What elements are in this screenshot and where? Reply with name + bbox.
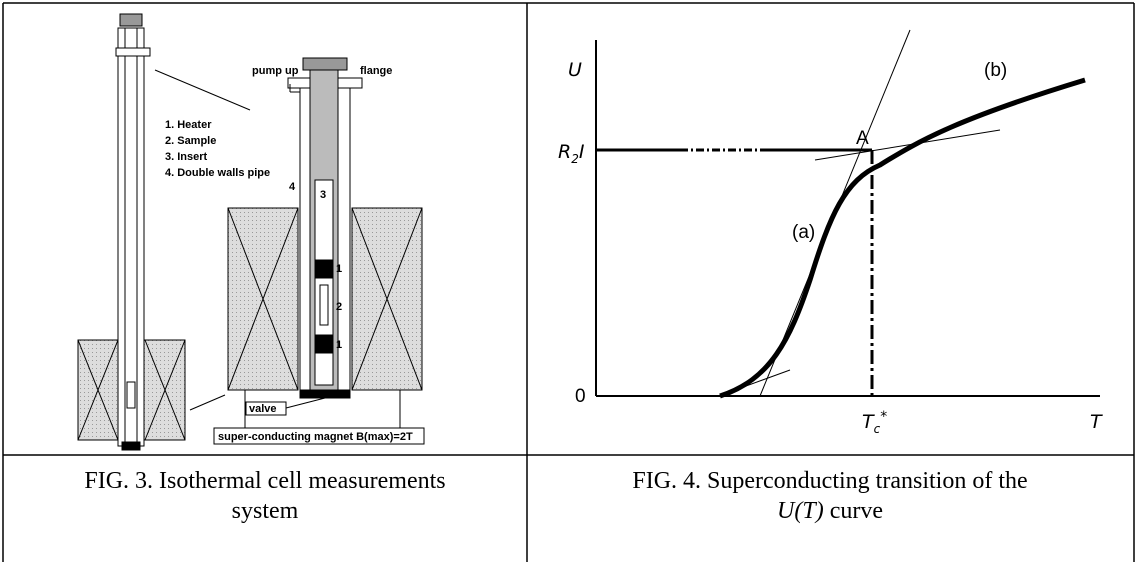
axis-label: T: [1090, 411, 1103, 433]
label: flange: [360, 65, 392, 77]
label: 4: [289, 181, 296, 193]
annotation: (b): [984, 60, 1007, 81]
annotation: (a): [792, 222, 815, 243]
label: 2: [571, 152, 579, 166]
label: 1. Heater: [165, 119, 212, 131]
caption: system: [232, 498, 299, 524]
axis-label: U: [568, 59, 582, 81]
label: 1: [336, 263, 342, 275]
tick-label: 0: [575, 386, 586, 407]
tick-label: Tc*: [862, 409, 887, 436]
caption: FIG. 3. Isothermal cell measurements: [84, 468, 445, 494]
annotation: A: [856, 128, 869, 149]
label: 3. Insert: [165, 151, 208, 163]
fig3-drawing: [77, 13, 425, 451]
caption: curve: [824, 498, 883, 524]
label: c: [874, 422, 881, 436]
label: I: [579, 141, 585, 163]
label: valve: [249, 403, 277, 415]
label: 3: [320, 189, 326, 201]
label: 2: [336, 301, 342, 313]
label: 4. Double walls pipe: [165, 167, 270, 179]
label: 1: [336, 339, 342, 351]
fig4-drawing: [595, 29, 1100, 399]
label: super-conducting magnet B(max)=2T: [218, 431, 413, 443]
caption: FIG. 4. Superconducting transition of th…: [632, 468, 1027, 494]
fig4-labels: U R2I (b) A (a) 0 Tc* T: [558, 59, 1103, 436]
fig3-labels: pump up flange 1. Heater 2. Sample 3. In…: [165, 65, 413, 443]
label: T: [862, 411, 875, 433]
label: pump up: [252, 65, 299, 77]
axis-label: R2I: [558, 141, 585, 166]
label: *: [880, 409, 887, 425]
label: 2. Sample: [165, 135, 216, 147]
label: R: [558, 141, 571, 163]
caption-italic: U(T): [777, 498, 824, 524]
caption: U(T) curve: [777, 498, 883, 524]
